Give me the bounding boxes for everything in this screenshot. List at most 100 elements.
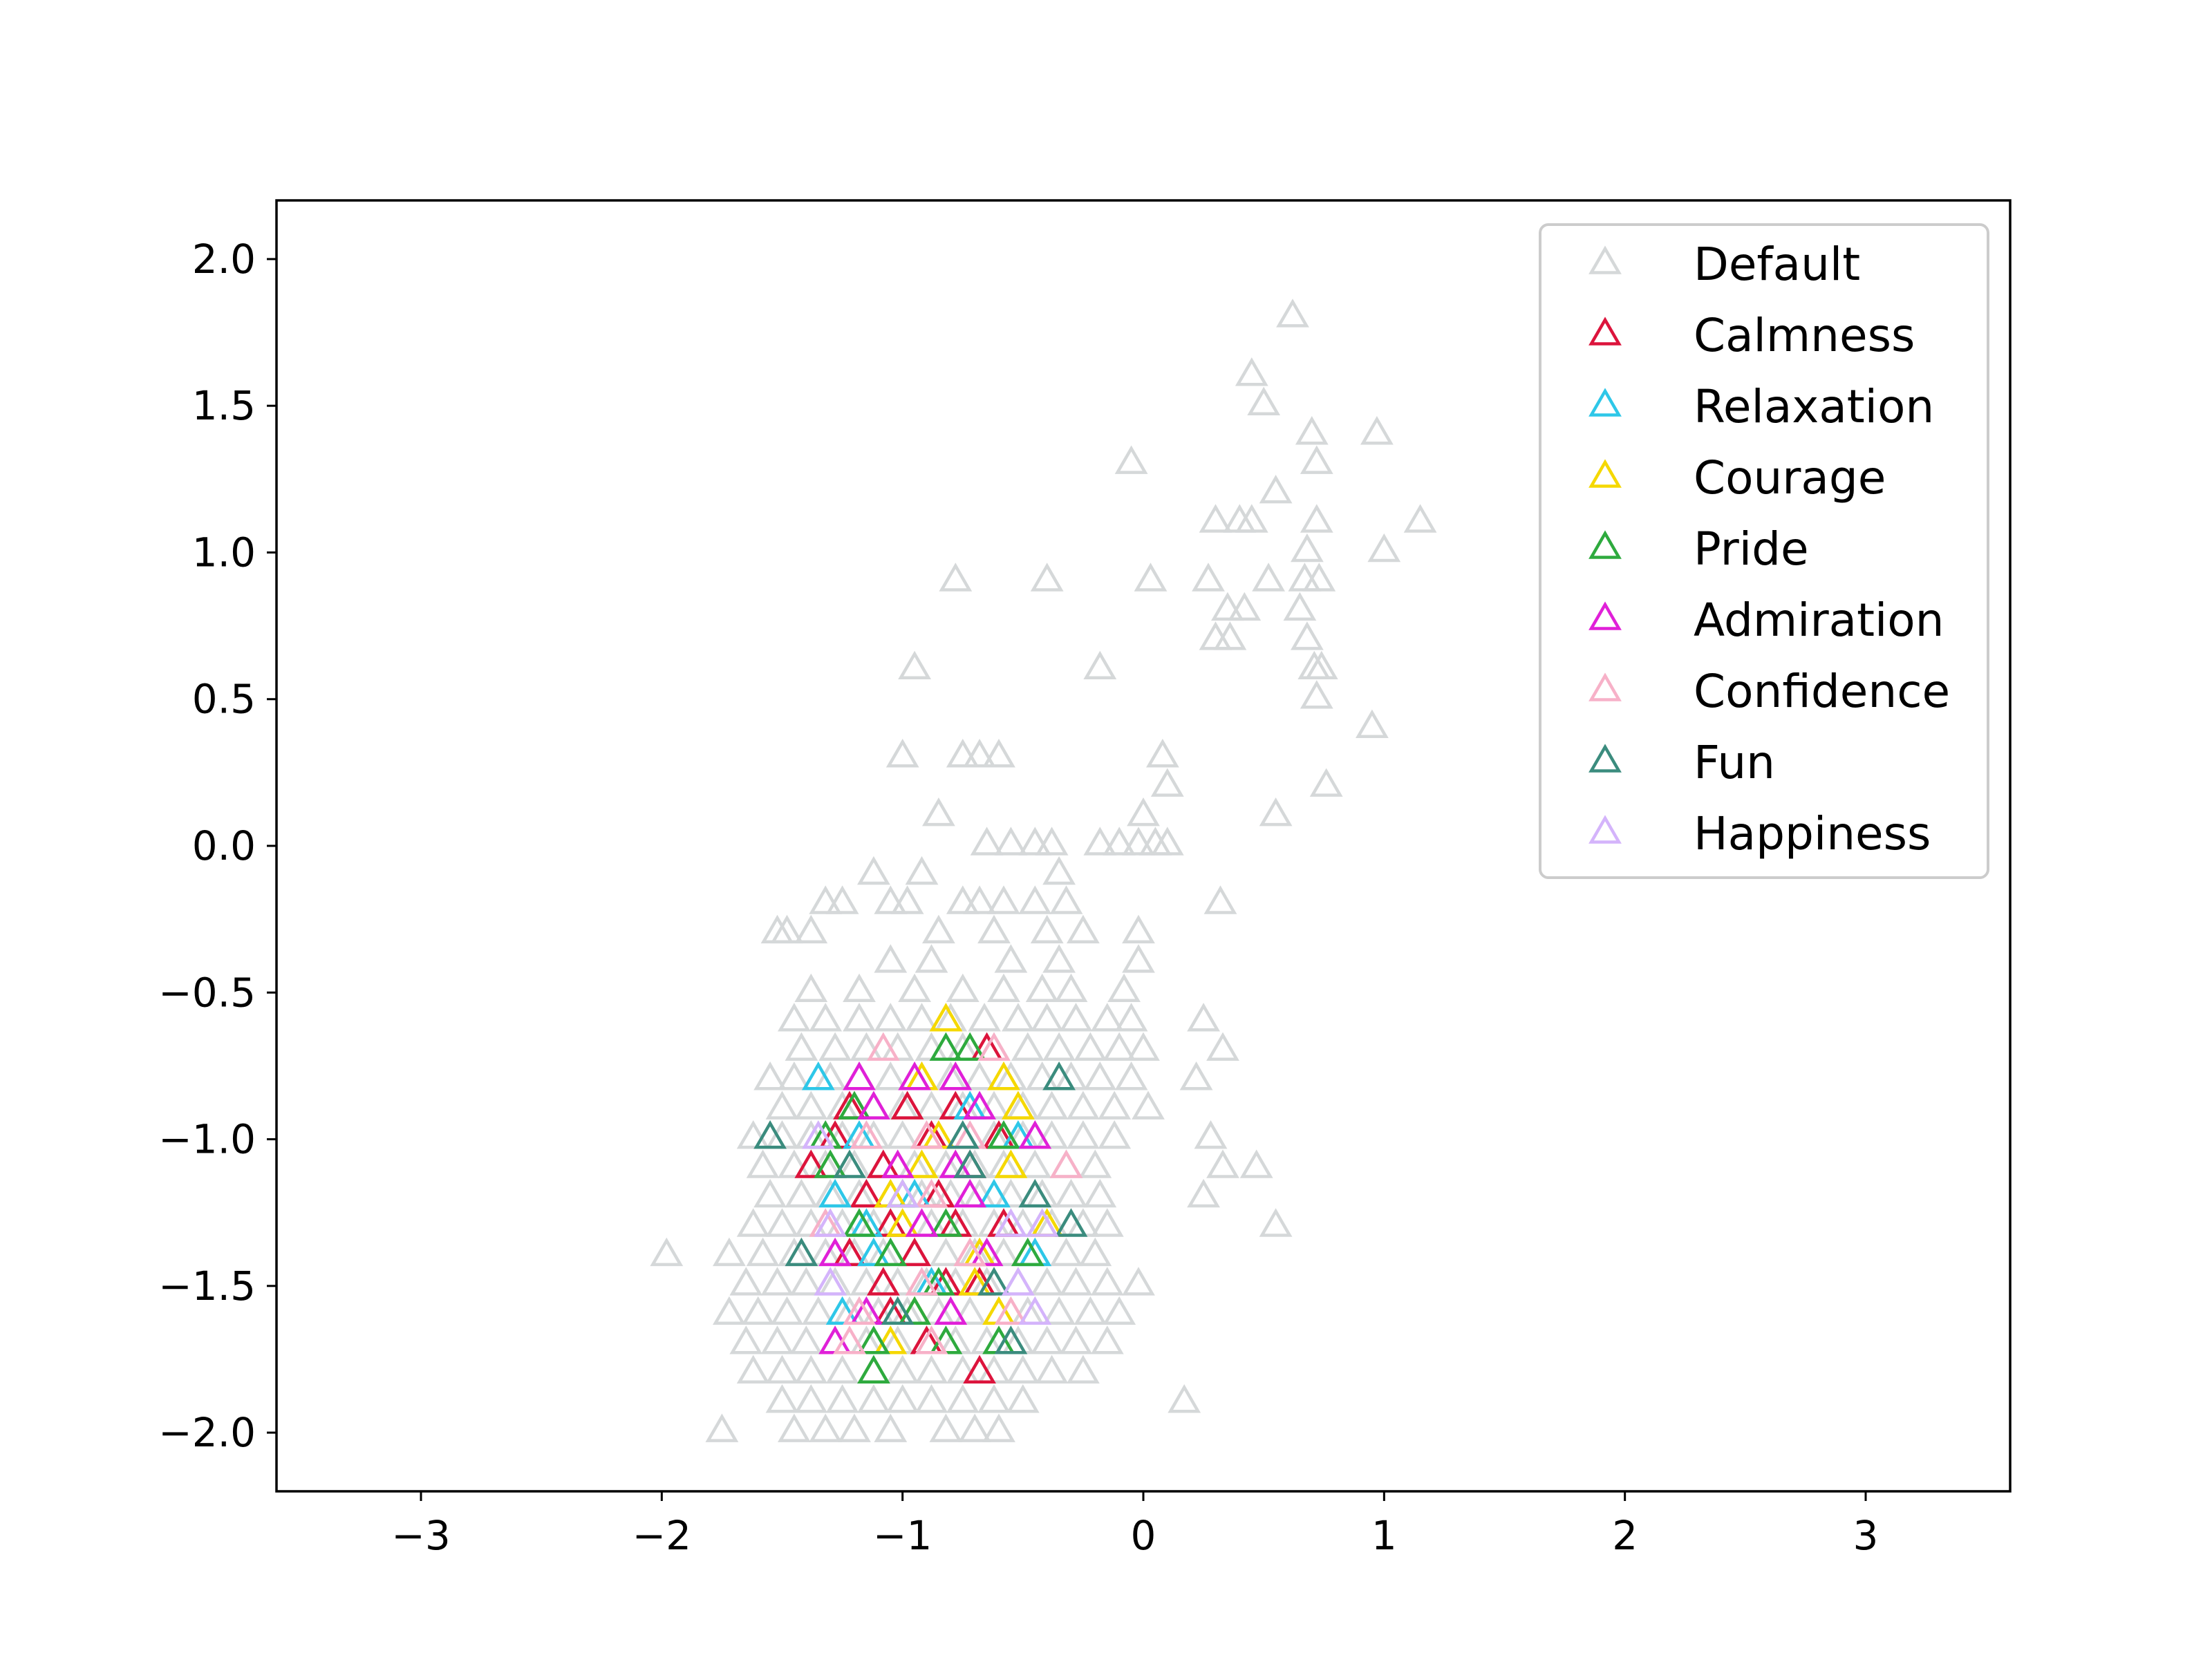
point-default [963,885,996,914]
point-default [1309,768,1343,797]
point-default [885,1354,919,1384]
point-default [1042,1296,1076,1325]
point-default [809,885,843,914]
point-default [789,1325,823,1354]
point-default [1235,357,1268,386]
point-default [994,1178,1028,1208]
point-default [1187,1003,1220,1032]
point-happiness [885,1178,919,1208]
point-default [1025,1061,1059,1090]
point-default [1127,797,1160,827]
legend-label-admiration: Admiration [1694,594,1944,647]
point-fun [833,1149,866,1178]
point-default [1235,504,1268,533]
point-confidence [833,1325,866,1354]
point-default [994,827,1028,856]
point-default [794,973,828,1003]
legend-label-confidence: Confidence [1694,665,1950,718]
point-fun [946,1120,980,1149]
point-default [1090,1003,1124,1032]
point-admiration [905,1208,939,1237]
point-confidence [1049,1149,1083,1178]
point-default [1042,944,1076,973]
point-default [1049,1237,1083,1267]
series-admiration [818,1061,1052,1354]
point-default [968,1003,1001,1032]
point-default [843,973,876,1003]
legend-marker-default [1588,245,1622,274]
point-calmness [963,1354,996,1384]
y-tick-label: −2.0 [158,1409,256,1456]
point-default [794,914,828,944]
point-confidence [905,1267,939,1296]
point-pride [898,1296,931,1325]
point-default [963,738,996,768]
legend-item-relaxation: Relaxation [1588,380,1934,433]
point-default [915,1090,948,1120]
point-default [1259,1208,1293,1237]
point-courage [929,1003,963,1032]
point-fun [881,1296,915,1325]
point-default [760,1325,794,1354]
point-pride [922,1267,955,1296]
point-default [874,1061,908,1090]
point-default [1067,1090,1100,1120]
point-default [874,1003,908,1032]
point-default [994,944,1028,973]
point-default [1276,299,1309,328]
legend-box [1539,223,1989,879]
legend-item-default: Default [1588,238,1860,291]
x-tick-label: −1 [873,1512,932,1559]
point-default [746,1237,780,1267]
point-default [794,1354,828,1384]
point-default [982,1413,1015,1442]
point-default [970,827,1004,856]
point-admiration [881,1149,915,1178]
legend-item-admiration: Admiration [1588,594,1944,647]
point-confidence [915,1178,948,1208]
point-default [982,738,1015,768]
point-admiration [818,1237,852,1267]
x-axis: −3 −2 −1 0 1 2 3 [391,1491,1878,1559]
point-default [746,1149,780,1178]
point-happiness [1002,1267,1035,1296]
point-default [1074,1296,1107,1325]
point-default [939,563,973,592]
series-fun [753,1061,1088,1354]
point-calmness [794,1149,828,1178]
point-default [963,1061,996,1090]
point-default [1179,1061,1213,1090]
y-tick-label: 0.5 [192,676,256,723]
point-default [1132,1090,1165,1120]
point-admiration [898,1061,931,1090]
point-pride [929,1208,963,1237]
point-default [915,944,948,973]
point-default [1403,504,1437,533]
point-default [946,885,980,914]
point-default [1247,386,1281,415]
point-default [785,1178,818,1208]
point-default [825,1384,859,1413]
point-default [1042,1032,1076,1061]
x-tick-label: 0 [1131,1512,1156,1559]
point-default [1083,827,1117,856]
point-default [1103,1032,1136,1061]
legend-label-calmness: Calmness [1694,309,1915,362]
point-default [946,1384,980,1413]
point-default [705,1413,739,1442]
point-happiness [814,1267,847,1296]
x-tick-label: 1 [1371,1512,1397,1559]
point-admiration [963,1090,996,1120]
point-default [987,1237,1020,1267]
point-default [1122,944,1155,973]
y-tick-label: 1.0 [192,529,256,576]
point-default [765,1354,799,1384]
point-default [789,1267,823,1296]
point-courage [994,1149,1028,1178]
point-confidence [994,1296,1028,1325]
point-default [650,1237,684,1267]
point-confidence [910,1120,944,1149]
point-default [1192,563,1225,592]
point-admiration [934,1296,968,1325]
